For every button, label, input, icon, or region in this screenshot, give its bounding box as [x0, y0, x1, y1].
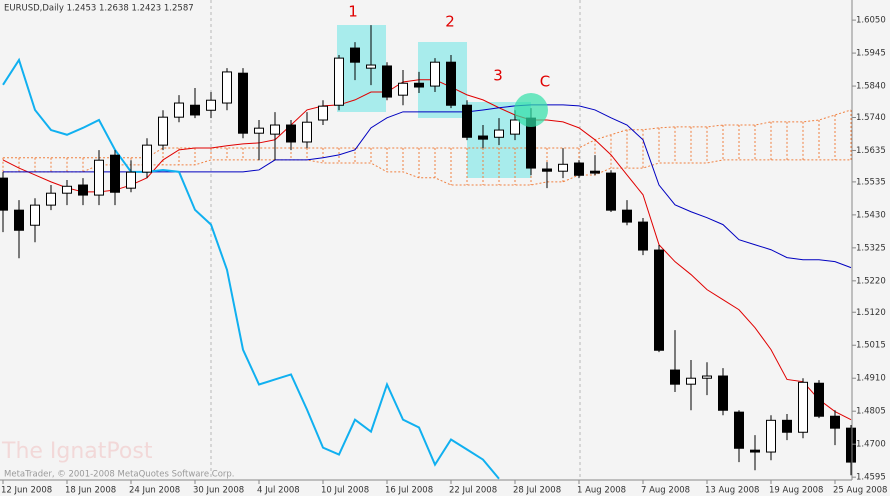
- candle-body: [462, 104, 472, 138]
- candle-body: [574, 162, 584, 176]
- candle-body: [382, 65, 392, 98]
- x-tick-label: 1 Aug 2008: [577, 486, 626, 496]
- candle-body: [510, 119, 520, 135]
- candle-body: [782, 419, 792, 433]
- candle-body: [366, 64, 376, 69]
- x-tick-label: 13 Aug 2008: [705, 486, 759, 496]
- y-tick-label: 1.5120: [856, 308, 886, 318]
- candle-body: [126, 171, 136, 189]
- y-tick-label: 1.5325: [856, 243, 886, 253]
- candle-body: [398, 82, 408, 96]
- highlight-circle: [514, 93, 548, 127]
- annotation: 3: [493, 67, 503, 85]
- candle-body: [414, 82, 424, 88]
- candle-body: [0, 177, 8, 211]
- candle-body: [270, 124, 280, 135]
- y-tick-label: 1.5945: [856, 49, 886, 59]
- y-tick-label: 1.5840: [856, 82, 886, 92]
- candle-body: [206, 99, 216, 111]
- x-tick-label: 10 Jul 2008: [321, 486, 369, 496]
- candle-body: [718, 375, 728, 411]
- y-tick-label: 1.5740: [856, 113, 886, 123]
- candle-body: [302, 121, 312, 143]
- cloud-edge: [3, 159, 851, 186]
- y-tick-label: 1.5535: [856, 177, 886, 187]
- y-tick-label: 1.4805: [856, 407, 886, 417]
- y-tick-label: 1.5635: [856, 146, 886, 156]
- candle-body: [190, 104, 200, 116]
- indicator-line: [2, 57, 500, 480]
- plot: [0, 25, 856, 480]
- candle-body: [222, 71, 232, 104]
- y-tick-label: 1.5015: [856, 341, 886, 351]
- x-tick-label: 30 Jun 2008: [193, 486, 244, 496]
- watermark: The IgnatPost: [1, 439, 153, 464]
- candle-body: [318, 105, 328, 121]
- x-tick-label: 22 Jul 2008: [449, 486, 497, 496]
- candle-body: [254, 127, 264, 134]
- candle-body: [62, 185, 72, 194]
- candle-body: [110, 154, 120, 193]
- candle-body: [798, 381, 808, 433]
- x-tick-label: 4 Jul 2008: [257, 486, 300, 496]
- x-tick-label: 28 Jul 2008: [513, 486, 561, 496]
- annotation: 2: [445, 13, 455, 31]
- candle-body: [430, 61, 440, 87]
- candle-body: [494, 129, 504, 138]
- y-tick-label: 1.4595: [856, 473, 886, 483]
- candle-body: [94, 159, 104, 196]
- candle-body: [830, 415, 840, 429]
- x-tick-label: 25 Aug 2008: [833, 486, 887, 496]
- candle-body: [334, 57, 344, 106]
- x-tick-label: 12 Jun 2008: [1, 486, 52, 496]
- candle-body: [174, 102, 184, 118]
- candle-body: [686, 377, 696, 385]
- indicator-line: [2, 79, 852, 421]
- candle-body: [766, 419, 776, 453]
- candle-body: [30, 204, 40, 226]
- candle-body: [734, 411, 744, 449]
- annotation: C: [540, 73, 550, 91]
- candle-body: [350, 47, 360, 63]
- annotation: 1: [348, 3, 358, 21]
- x-tick-label: 24 Jun 2008: [129, 486, 180, 496]
- y-tick-label: 1.6050: [856, 16, 886, 26]
- candle-body: [846, 427, 856, 463]
- candle-body: [590, 170, 600, 174]
- candle-body: [606, 172, 616, 211]
- candle-body: [286, 124, 296, 143]
- candle-body: [638, 221, 648, 251]
- highlight-box: [337, 25, 386, 112]
- candle-body: [622, 209, 632, 223]
- candle-body: [238, 72, 248, 134]
- candle-body: [158, 116, 168, 146]
- candle-body: [46, 192, 56, 206]
- candle-body: [702, 375, 712, 379]
- candle-body: [478, 135, 488, 140]
- y-tick-label: 1.4700: [856, 440, 886, 450]
- candle-body: [814, 382, 824, 417]
- candle-body: [142, 144, 152, 173]
- candle-body: [654, 249, 664, 351]
- candle-body: [750, 449, 760, 453]
- candle-body: [558, 163, 568, 172]
- y-tick-label: 1.5220: [856, 276, 886, 286]
- chart-header: EURUSD,Daily 1.2453 1.2638 1.2423 1.2587: [4, 4, 194, 14]
- x-tick-label: 19 Aug 2008: [769, 486, 823, 496]
- y-tick-label: 1.4910: [856, 374, 886, 384]
- y-tick-label: 1.5430: [856, 210, 886, 220]
- candle-body: [670, 369, 680, 385]
- candle-body: [78, 184, 88, 196]
- x-tick-label: 18 Jun 2008: [65, 486, 116, 496]
- x-tick-label: 16 Jul 2008: [385, 486, 433, 496]
- candle-body: [14, 209, 24, 231]
- candle-body: [446, 61, 456, 106]
- copyright: MetaTrader, © 2001-2008 MetaQuotes Softw…: [4, 470, 234, 480]
- candle-body: [542, 168, 552, 172]
- x-tick-label: 7 Aug 2008: [641, 486, 690, 496]
